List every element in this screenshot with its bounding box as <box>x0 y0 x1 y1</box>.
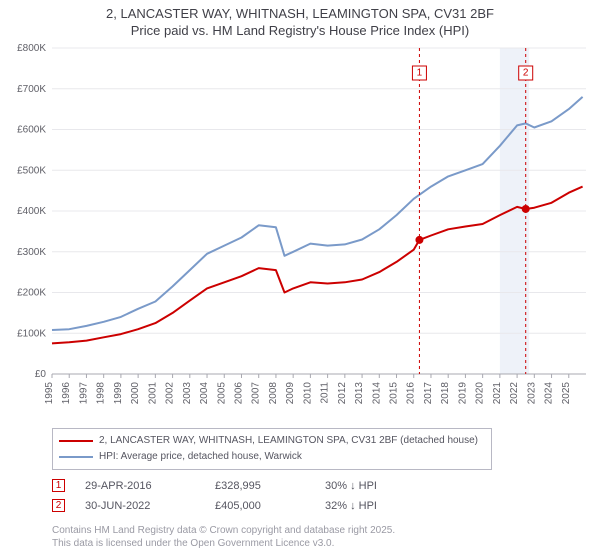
legend-swatch <box>59 456 93 458</box>
svg-text:2003: 2003 <box>182 381 193 404</box>
svg-text:2010: 2010 <box>302 381 313 404</box>
svg-text:2017: 2017 <box>423 381 434 404</box>
svg-text:£100K: £100K <box>17 328 46 339</box>
attribution-footer: Contains HM Land Registry data © Crown c… <box>52 524 592 550</box>
svg-text:2021: 2021 <box>492 381 503 404</box>
svg-text:£0: £0 <box>35 369 47 380</box>
svg-text:2024: 2024 <box>544 381 555 404</box>
chart-svg: £0 £100K £200K £300K £400K £500K £600K £700K £80… <box>8 44 592 424</box>
svg-text:2008: 2008 <box>268 381 279 404</box>
sale-row: 1 29-APR-2016 £328,995 30% ↓ HPI <box>52 476 592 496</box>
chart-container: 2, LANCASTER WAY, WHITNASH, LEAMINGTON S… <box>0 0 600 560</box>
footer-line-1: Contains HM Land Registry data © Crown c… <box>52 524 592 537</box>
sales-table: 1 29-APR-2016 £328,995 30% ↓ HPI 2 30-JUN-202… <box>52 476 592 516</box>
svg-text:2002: 2002 <box>165 381 176 404</box>
svg-text:£600K: £600K <box>17 124 46 135</box>
sale-price: £328,995 <box>215 480 305 492</box>
legend-row: 2, LANCASTER WAY, WHITNASH, LEAMINGTON S… <box>59 433 485 449</box>
svg-text:2018: 2018 <box>440 381 451 404</box>
svg-text:1999: 1999 <box>113 381 124 404</box>
svg-text:£300K: £300K <box>17 247 46 258</box>
title-line-2: Price paid vs. HM Land Registry's House … <box>8 23 592 40</box>
svg-text:£400K: £400K <box>17 206 46 217</box>
sale-date: 30-JUN-2022 <box>85 500 195 512</box>
svg-text:2020: 2020 <box>475 381 486 404</box>
svg-text:2013: 2013 <box>354 381 365 404</box>
svg-text:2000: 2000 <box>130 381 141 404</box>
svg-text:1: 1 <box>417 67 423 78</box>
title-line-1: 2, LANCASTER WAY, WHITNASH, LEAMINGTON S… <box>8 6 592 23</box>
svg-text:2023: 2023 <box>526 381 537 404</box>
svg-text:2012: 2012 <box>337 381 348 404</box>
legend-label: HPI: Average price, detached house, Warw… <box>99 451 302 462</box>
svg-text:2025: 2025 <box>561 381 572 404</box>
sale-diff: 30% ↓ HPI <box>325 480 377 492</box>
svg-text:1996: 1996 <box>61 381 72 404</box>
sale-date: 29-APR-2016 <box>85 480 195 492</box>
svg-text:2001: 2001 <box>147 381 158 404</box>
svg-text:1997: 1997 <box>78 381 89 404</box>
svg-text:1998: 1998 <box>96 381 107 404</box>
legend: 2, LANCASTER WAY, WHITNASH, LEAMINGTON S… <box>52 428 492 470</box>
svg-text:2006: 2006 <box>233 381 244 404</box>
svg-text:£200K: £200K <box>17 287 46 298</box>
svg-text:2015: 2015 <box>389 381 400 404</box>
footer-line-2: This data is licensed under the Open Gov… <box>52 537 592 550</box>
svg-text:2007: 2007 <box>251 381 262 404</box>
sale-marker: 2 <box>52 499 65 512</box>
svg-text:2014: 2014 <box>371 381 382 404</box>
sale-price: £405,000 <box>215 500 305 512</box>
svg-text:£500K: £500K <box>17 165 46 176</box>
svg-text:2022: 2022 <box>509 381 520 404</box>
legend-swatch <box>59 440 93 442</box>
svg-text:2016: 2016 <box>406 381 417 404</box>
svg-text:2: 2 <box>523 67 529 78</box>
sale-marker: 1 <box>52 479 65 492</box>
svg-text:2011: 2011 <box>320 381 331 403</box>
chart-plot: £0 £100K £200K £300K £400K £500K £600K £700K £80… <box>8 44 592 424</box>
legend-label: 2, LANCASTER WAY, WHITNASH, LEAMINGTON S… <box>99 435 478 446</box>
svg-text:2004: 2004 <box>199 381 210 404</box>
svg-text:2009: 2009 <box>285 381 296 404</box>
svg-text:2005: 2005 <box>216 381 227 404</box>
svg-text:1995: 1995 <box>44 381 55 404</box>
svg-text:£700K: £700K <box>17 84 46 95</box>
svg-text:2019: 2019 <box>457 381 468 404</box>
sale-diff: 32% ↓ HPI <box>325 500 377 512</box>
svg-text:£800K: £800K <box>17 44 46 54</box>
title-block: 2, LANCASTER WAY, WHITNASH, LEAMINGTON S… <box>8 6 592 40</box>
sale-row: 2 30-JUN-2022 £405,000 32% ↓ HPI <box>52 496 592 516</box>
legend-row: HPI: Average price, detached house, Warw… <box>59 449 485 465</box>
